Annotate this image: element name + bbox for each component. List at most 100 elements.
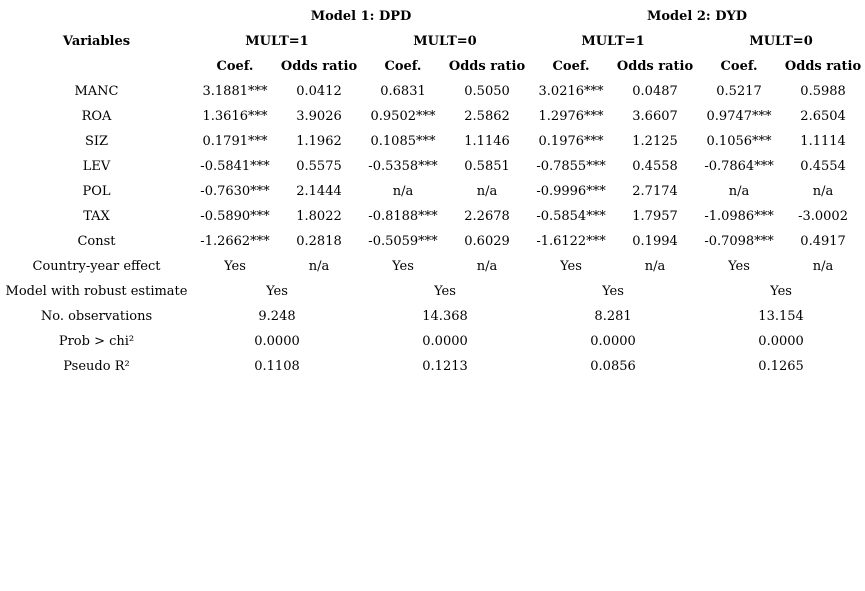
odds-header: Odds ratio [784,59,862,74]
value-cell: 0.4554 [800,159,846,174]
row-label: ROA [81,109,112,124]
table-row-lev: LEV -0.5841*** 0.5575 -0.5358*** 0.5851 … [0,154,865,179]
value-cell: 0.4917 [800,234,846,249]
model1-header: Model 1: DPD [310,9,412,24]
value-cell: -0.5059*** [368,234,438,249]
value-cell: 0.1213 [422,359,468,374]
row-label: Const [77,234,116,249]
mult-header-row: Variables MULT=1 MULT=0 MULT=1 MULT=0 [0,29,865,54]
value-cell: 0.1056*** [706,134,772,149]
value-cell: n/a [728,184,750,199]
value-cell: 0.5575 [296,159,342,174]
table-row-observations: No. observations 9.248 14.368 8.281 13.1… [0,304,865,329]
value-cell: -1.0986*** [704,209,774,224]
value-cell: 0.0000 [422,334,468,349]
row-label: Country-year effect [32,259,161,274]
value-cell: 1.1114 [800,134,846,149]
value-cell: -0.5358*** [368,159,438,174]
value-cell: 0.5988 [800,84,846,99]
value-cell: 0.1976*** [538,134,604,149]
value-cell: Yes [770,284,792,299]
coef-header: Coef. [216,59,254,74]
table-row-tax: TAX -0.5890*** 1.8022 -0.8188*** 2.2678 … [0,204,865,229]
value-cell: 2.1444 [296,184,342,199]
mult-header-m2-1: MULT=1 [581,34,645,49]
row-label: Pseudo R² [63,359,130,374]
odds-header: Odds ratio [448,59,526,74]
value-cell: 2.7174 [632,184,678,199]
value-cell: -0.7855*** [536,159,606,174]
row-label: LEV [82,159,111,174]
table-row-pol: POL -0.7630*** 2.1444 n/a n/a -0.9996***… [0,179,865,204]
odds-header: Odds ratio [280,59,358,74]
value-cell: n/a [644,259,666,274]
value-cell: -0.5841*** [200,159,270,174]
value-cell: 0.0000 [590,334,636,349]
row-label: Prob > chi² [58,334,135,349]
value-cell: -1.2662*** [200,234,270,249]
empty-cell [0,4,193,29]
table-row-manc: MANC 3.1881*** 0.0412 0.6831 0.5050 3.02… [0,79,865,104]
empty-cell [0,54,193,79]
value-cell: 3.6607 [632,109,678,124]
value-cell: 2.5862 [464,109,510,124]
value-cell: Yes [728,259,750,274]
value-cell: n/a [476,184,498,199]
odds-header: Odds ratio [616,59,694,74]
value-cell: -0.5854*** [536,209,606,224]
table-row-pseudo-r2: Pseudo R² 0.1108 0.1213 0.0856 0.1265 [0,354,865,379]
value-cell: Yes [560,259,582,274]
value-cell: -0.7864*** [704,159,774,174]
table-row-const: Const -1.2662*** 0.2818 -0.5059*** 0.602… [0,229,865,254]
value-cell: n/a [812,259,834,274]
value-cell: 1.2125 [632,134,678,149]
value-cell: 14.368 [422,309,468,324]
table-row-roa: ROA 1.3616*** 3.9026 0.9502*** 2.5862 1.… [0,104,865,129]
value-cell: 0.0856 [590,359,636,374]
value-cell: -0.5890*** [200,209,270,224]
value-cell: 0.9747*** [706,109,772,124]
value-cell: 3.9026 [296,109,342,124]
table-row-siz: SIZ 0.1791*** 1.1962 0.1085*** 1.1146 0.… [0,129,865,154]
stat-header-row: Coef. Odds ratio Coef. Odds ratio Coef. … [0,54,865,79]
value-cell: -3.0002 [798,209,848,224]
value-cell: 8.281 [594,309,632,324]
table-row-robust-estimate: Model with robust estimate Yes Yes Yes Y… [0,279,865,304]
value-cell: 0.2818 [296,234,342,249]
value-cell: 1.3616*** [202,109,268,124]
table-row-country-year-effect: Country-year effect Yes n/a Yes n/a Yes … [0,254,865,279]
coef-header: Coef. [720,59,758,74]
value-cell: Yes [266,284,288,299]
value-cell: Yes [602,284,624,299]
row-label: POL [82,184,111,199]
value-cell: 0.1265 [758,359,804,374]
value-cell: 2.2678 [464,209,510,224]
value-cell: n/a [308,259,330,274]
value-cell: 0.9502*** [370,109,436,124]
value-cell: -0.7098*** [704,234,774,249]
value-cell: 9.248 [258,309,296,324]
value-cell: -0.7630*** [200,184,270,199]
mult-header-m1-1: MULT=1 [245,34,309,49]
value-cell: n/a [476,259,498,274]
value-cell: n/a [392,184,414,199]
table-row-prob-chi2: Prob > chi² 0.0000 0.0000 0.0000 0.0000 [0,329,865,354]
value-cell: 0.0412 [296,84,342,99]
row-label: TAX [83,209,110,224]
value-cell: 0.1085*** [370,134,436,149]
value-cell: 1.7957 [632,209,678,224]
value-cell: 0.1994 [632,234,678,249]
value-cell: Yes [434,284,456,299]
variables-header: Variables [62,34,131,49]
value-cell: 0.4558 [632,159,678,174]
model-header-row: Model 1: DPD Model 2: DYD [0,4,865,29]
value-cell: 0.6831 [380,84,426,99]
value-cell: Yes [392,259,414,274]
value-cell: 13.154 [758,309,804,324]
coef-header: Coef. [552,59,590,74]
coef-header: Coef. [384,59,422,74]
value-cell: 0.5217 [716,84,762,99]
value-cell: 0.5851 [464,159,510,174]
row-label: MANC [74,84,119,99]
value-cell: 3.0216*** [538,84,604,99]
